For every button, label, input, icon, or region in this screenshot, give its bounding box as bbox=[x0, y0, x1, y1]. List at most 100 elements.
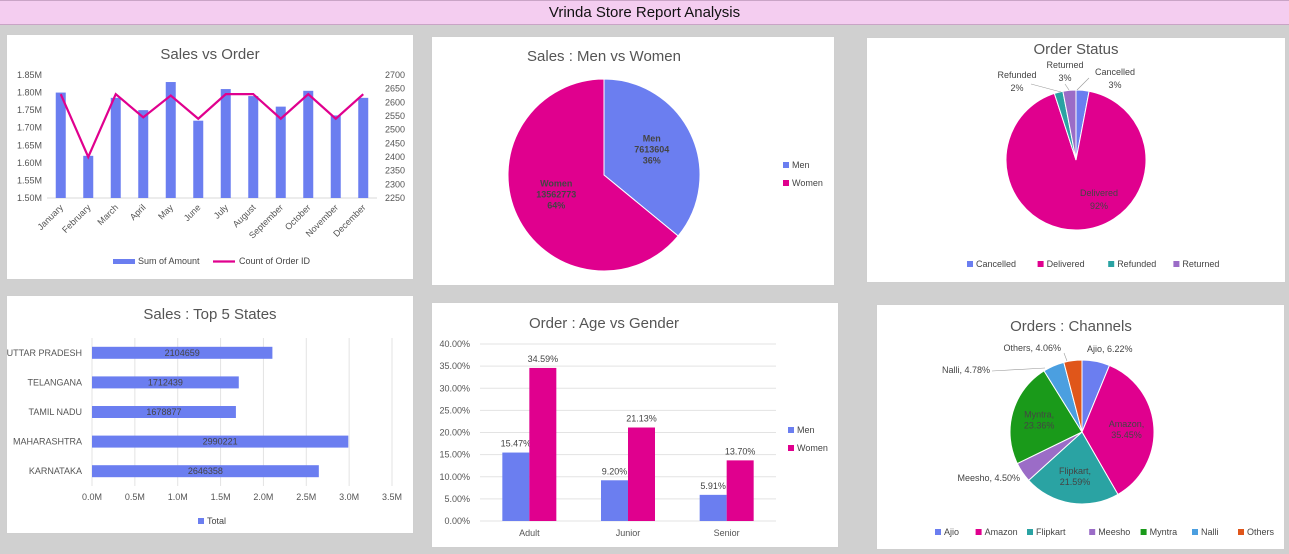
left-axis-tick: 1.65M bbox=[17, 140, 42, 150]
right-axis-tick: 2650 bbox=[385, 84, 405, 94]
order-status-panel[interactable]: Order Status Cancelled 3% Delivered 92% Refun… bbox=[866, 37, 1286, 283]
bar-february bbox=[83, 155, 94, 198]
slice-label-women-name: Women bbox=[540, 179, 572, 189]
y-tick: 0.00% bbox=[444, 516, 470, 526]
top-states-panel[interactable]: Sales : Top 5 States 0.0M 0.5M 1.0M 1.5M 2.0M… bbox=[6, 295, 414, 534]
legend-ajio-label: Ajio bbox=[944, 527, 959, 537]
bar-september bbox=[275, 106, 286, 198]
bar-april bbox=[138, 110, 149, 198]
legend-returned-label: Returned bbox=[1182, 259, 1219, 269]
y-tick-karnataka: KARNATAKA bbox=[29, 466, 82, 476]
leader-nalli bbox=[991, 367, 1046, 372]
legend-amount-swatch bbox=[113, 259, 135, 264]
x-tick: 3.0M bbox=[339, 492, 359, 502]
left-axis-tick: 1.60M bbox=[17, 158, 42, 168]
legend-ajio-swatch bbox=[935, 529, 941, 535]
report-title-banner: Vrinda Store Report Analysis bbox=[0, 0, 1289, 25]
bar-junior-women bbox=[628, 427, 655, 521]
legend-flipkart-swatch bbox=[1027, 529, 1033, 535]
x-tick-april: April bbox=[128, 202, 148, 222]
slice-amazon bbox=[1081, 364, 1155, 496]
legend-amount-label: Sum of Amount bbox=[138, 256, 200, 266]
left-axis-tick: 1.75M bbox=[17, 105, 42, 115]
slice-flipkart bbox=[1027, 431, 1119, 505]
leader-others bbox=[1063, 352, 1068, 362]
slice-myntra bbox=[1009, 370, 1083, 465]
channels-panel[interactable]: Orders : Channels Ajio, 6.22% Amazon, 35.45… bbox=[876, 304, 1285, 550]
legend-women-label: Women bbox=[792, 178, 823, 188]
legend-total-label: Total bbox=[207, 516, 226, 526]
bar-august bbox=[248, 96, 259, 198]
bar-adult-men bbox=[502, 452, 530, 521]
sales-men-women-panel[interactable]: Sales : Men vs Women Men 7613604 36% Women 13… bbox=[431, 36, 835, 286]
slice-men bbox=[603, 78, 701, 237]
legend-total-swatch bbox=[198, 518, 204, 524]
y-tick: 25.00% bbox=[439, 405, 470, 415]
bar-tamil-nadu bbox=[92, 406, 236, 418]
bar-senior-men bbox=[699, 494, 727, 521]
slice-label-amazon-name: Amazon, bbox=[1109, 419, 1145, 429]
legend-others-label: Others bbox=[1247, 527, 1275, 537]
value-label-senior-women: 13.70% bbox=[725, 446, 756, 456]
right-axis-tick: 2400 bbox=[385, 152, 405, 162]
x-tick: 3.5M bbox=[382, 492, 402, 502]
slice-label-returned-percent: 3% bbox=[1058, 73, 1071, 83]
legend-refunded-swatch bbox=[1108, 261, 1115, 267]
bar-january bbox=[55, 92, 66, 198]
x-tick-junior: Junior bbox=[616, 528, 641, 538]
value-label-junior-men: 9.20% bbox=[602, 466, 628, 476]
slice-label-flipkart-name: Flipkart, bbox=[1059, 466, 1091, 476]
chart-title: Sales : Top 5 States bbox=[143, 306, 276, 323]
channels-chart: Orders : Channels Ajio, 6.22% Amazon,35.45… bbox=[935, 318, 1275, 537]
y-tick: 35.00% bbox=[439, 361, 470, 371]
sales-vs-order-chart: Sales vs Order 1.50M 1.55M 1.60M 1.65M 1.70M 1… bbox=[17, 46, 405, 266]
slice-label-cancelled-percent: 3% bbox=[1108, 80, 1121, 90]
leader-refunded bbox=[1030, 83, 1062, 93]
slice-label-myntra-percent: 23.36% bbox=[1024, 421, 1055, 431]
slice-label-myntra-name: Myntra, bbox=[1024, 410, 1054, 420]
bar-adult-women bbox=[529, 367, 557, 521]
age-gender-panel[interactable]: Order : Age vs Gender 0.00% 5.00% 10.00% 15.… bbox=[431, 302, 839, 548]
x-tick: 0.0M bbox=[82, 492, 102, 502]
legend-meesho-label: Meesho bbox=[1098, 527, 1130, 537]
left-axis-tick: 1.85M bbox=[17, 70, 42, 80]
legend-nalli-label: Nalli bbox=[1201, 527, 1219, 537]
slice-label-refunded-percent: 2% bbox=[1010, 83, 1023, 93]
legend-amazon-label: Amazon bbox=[985, 527, 1018, 537]
legend-returned-swatch bbox=[1173, 261, 1180, 267]
slice-label-men-percent: 36% bbox=[643, 155, 661, 165]
sales-men-women-chart: Sales : Men vs WomenMen761360436%Women13… bbox=[507, 48, 823, 272]
left-axis-tick: 1.55M bbox=[17, 175, 42, 185]
slice-delivered bbox=[1005, 90, 1147, 231]
legend-meesho-swatch bbox=[1089, 529, 1096, 535]
legend-men-label: Men bbox=[797, 425, 815, 435]
x-tick: 2.0M bbox=[253, 492, 273, 502]
bar-june bbox=[193, 120, 204, 198]
slice-women bbox=[507, 78, 679, 272]
sales-vs-order-panel[interactable]: Sales vs Order 1.50M 1.55M 1.60M 1.65M 1.70M 1… bbox=[6, 34, 414, 280]
legend-cancelled-label: Cancelled bbox=[976, 259, 1016, 269]
slice-label-women-value: 13562773 bbox=[536, 190, 576, 200]
legend-myntra-label: Myntra bbox=[1150, 527, 1178, 537]
right-axis-tick: 2250 bbox=[385, 193, 405, 203]
bar-may bbox=[165, 82, 176, 198]
legend-women-swatch bbox=[783, 180, 789, 186]
right-axis-tick: 2700 bbox=[385, 70, 405, 80]
y-tick-telangana: TELANGANA bbox=[27, 377, 82, 387]
bar-december bbox=[358, 97, 369, 198]
leader-cancelled bbox=[1076, 77, 1090, 91]
legend-men-label: Men bbox=[792, 160, 810, 170]
x-tick-june: June bbox=[182, 202, 203, 223]
right-axis-tick: 2550 bbox=[385, 111, 405, 121]
value-label-tamil-nadu: 1678877 bbox=[146, 407, 181, 417]
legend-women-swatch bbox=[788, 445, 794, 451]
legend-order-label: Count of Order ID bbox=[239, 256, 311, 266]
bar-october bbox=[303, 90, 314, 198]
left-axis-tick: 1.50M bbox=[17, 193, 42, 203]
slice-label-flipkart-percent: 21.59% bbox=[1060, 477, 1091, 487]
y-tick: 30.00% bbox=[439, 383, 470, 393]
bar-november bbox=[330, 115, 341, 198]
legend-delivered-swatch bbox=[1037, 261, 1044, 267]
right-axis-tick: 2350 bbox=[385, 166, 405, 176]
bar-karnataka bbox=[92, 465, 319, 478]
